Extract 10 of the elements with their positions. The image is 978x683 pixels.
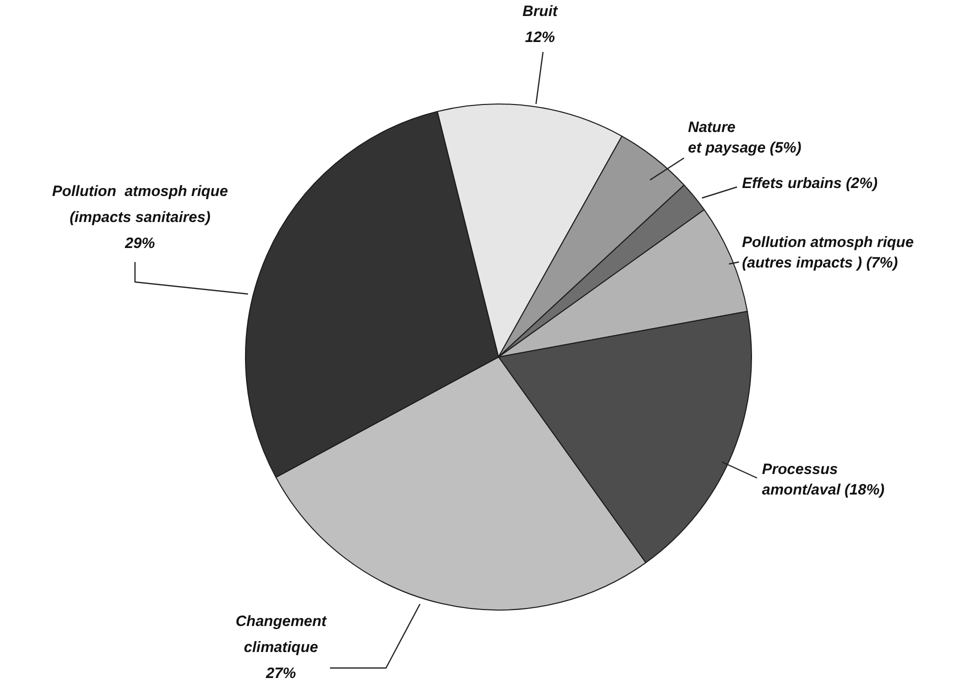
slice-label: Effets urbains (2%) (742, 175, 878, 192)
slice-label: Bruit (522, 3, 558, 20)
slice-label: Processus amont/aval (18%) (762, 461, 885, 498)
data-label: 12% (524, 29, 556, 46)
data-label: 27% (264, 665, 296, 682)
slice-label: Nature et paysage (5%) (688, 119, 802, 156)
slice-label: Pollution atmosph rique (impacts sanitaires) (52, 183, 228, 226)
slice-label: Changement climatique (236, 613, 328, 656)
slice-label: Pollution atmosph rique (autres impacts ) (7%) (742, 234, 914, 272)
data-label: 29% (124, 235, 156, 252)
